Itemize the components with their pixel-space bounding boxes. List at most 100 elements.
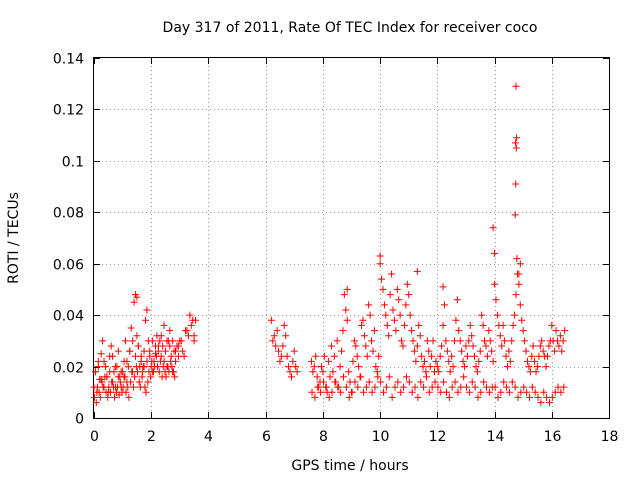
data-point — [168, 363, 176, 371]
data-point — [438, 342, 446, 350]
data-point — [379, 285, 387, 293]
data-point — [525, 393, 533, 401]
data-point — [515, 270, 523, 278]
data-point — [114, 347, 122, 355]
data-point — [117, 368, 125, 376]
data-point — [186, 311, 194, 319]
data-point — [270, 332, 278, 340]
data-point — [445, 393, 453, 401]
data-point — [486, 337, 494, 345]
data-point — [474, 393, 482, 401]
data-point — [340, 291, 348, 299]
data-point — [160, 321, 168, 329]
data-point — [121, 337, 129, 345]
data-point — [363, 352, 371, 360]
data-point — [97, 375, 105, 383]
data-point — [528, 383, 536, 391]
data-point — [425, 347, 433, 355]
data-point — [373, 368, 381, 376]
data-point — [375, 352, 383, 360]
data-point — [463, 352, 471, 360]
data-point — [143, 306, 151, 314]
data-point — [446, 368, 454, 376]
data-point — [322, 383, 330, 391]
data-point — [280, 321, 288, 329]
data-point — [142, 388, 150, 396]
data-point — [287, 373, 295, 381]
data-point — [435, 368, 443, 376]
data-point — [496, 332, 504, 340]
data-point — [327, 342, 335, 350]
data-point — [137, 352, 145, 360]
data-point — [431, 378, 439, 386]
x-tick-label: 2 — [147, 429, 156, 445]
data-point — [439, 321, 447, 329]
data-point — [162, 373, 170, 381]
data-point — [369, 347, 377, 355]
data-point — [397, 388, 405, 396]
x-tick-label: 0 — [90, 429, 99, 445]
data-point — [491, 249, 499, 257]
data-point — [111, 393, 119, 401]
data-point — [154, 342, 162, 350]
data-point — [354, 383, 362, 391]
x-tick-label: 12 — [429, 429, 447, 445]
data-point — [111, 363, 119, 371]
data-point — [425, 388, 433, 396]
data-point — [91, 368, 99, 376]
y-tick-label: 0.08 — [53, 206, 84, 222]
data-point — [376, 252, 384, 260]
data-point — [451, 378, 459, 386]
data-point — [380, 301, 388, 309]
data-point — [152, 350, 160, 358]
y-tick-label: 0 — [75, 412, 84, 428]
data-point — [95, 388, 103, 396]
y-tick-label: 0.14 — [53, 52, 84, 68]
data-point — [365, 378, 373, 386]
chart-title: Day 317 of 2011, Rate Of TEC Index for r… — [163, 20, 538, 36]
data-point — [448, 383, 456, 391]
data-point — [313, 373, 321, 381]
data-point — [396, 311, 404, 319]
data-point — [389, 306, 397, 314]
data-point — [292, 363, 300, 371]
data-point — [418, 352, 426, 360]
data-point — [485, 327, 493, 335]
data-point — [149, 337, 157, 345]
y-axis-label: ROTI / TECUs — [6, 192, 22, 284]
data-point — [285, 363, 293, 371]
data-point — [503, 363, 511, 371]
data-point — [469, 342, 477, 350]
data-point — [505, 388, 513, 396]
data-point — [561, 327, 569, 335]
y-tick-label: 0.1 — [62, 155, 84, 171]
data-point — [475, 357, 483, 365]
data-point — [420, 357, 428, 365]
data-point — [538, 337, 546, 345]
data-point — [408, 327, 416, 335]
data-point — [385, 332, 393, 340]
data-point — [370, 327, 378, 335]
data-point — [96, 393, 104, 401]
data-point — [386, 291, 394, 299]
data-point — [493, 311, 501, 319]
data-point — [392, 327, 400, 335]
data-point — [400, 321, 408, 329]
y-axis-ticks: 0 0.02 0.04 0.06 0.08 0.1 0.12 0.14 — [53, 52, 609, 428]
data-point — [477, 388, 485, 396]
data-point — [472, 363, 480, 371]
data-point — [179, 347, 187, 355]
data-point — [142, 316, 149, 324]
data-point — [279, 342, 287, 350]
data-point — [523, 388, 531, 396]
data-point — [293, 368, 301, 376]
data-point — [342, 383, 350, 391]
data-point — [558, 347, 566, 355]
data-point — [362, 342, 370, 350]
data-point — [414, 393, 422, 401]
data-point — [162, 347, 170, 355]
data-point — [360, 332, 368, 340]
data-point — [456, 337, 464, 345]
data-point — [426, 363, 434, 371]
